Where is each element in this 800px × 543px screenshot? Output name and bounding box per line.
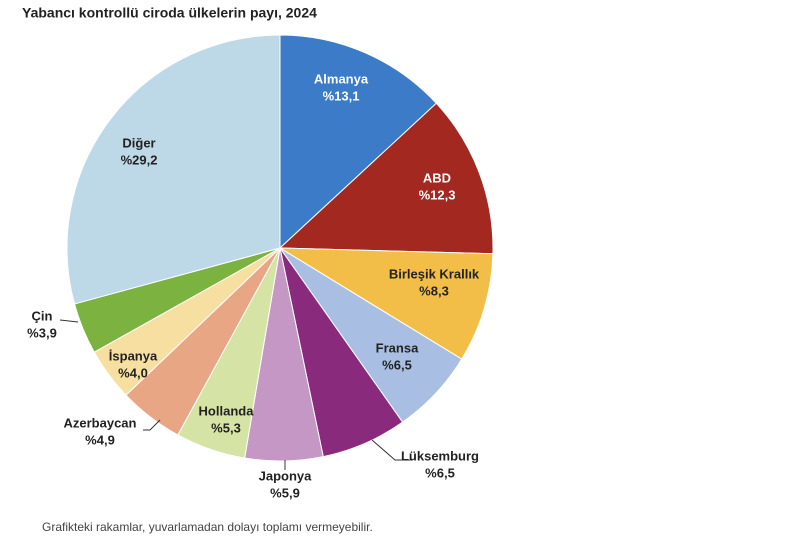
slice-label: ABD [423,170,451,185]
value-label: %5,9 [270,485,300,500]
leader-line [371,439,412,461]
slice-label: İspanya [109,348,158,363]
slice-label: Azerbaycan [64,415,137,430]
value-label: %4,9 [85,432,115,447]
pie-slice [279,34,438,250]
slice-label: Hollanda [199,403,255,418]
value-label: %12,3 [419,187,456,202]
value-label: %6,5 [382,357,412,372]
slice-label: Birleşik Krallık [389,266,480,281]
value-label: %5,3 [211,420,241,435]
slice-label: Diğer [122,135,155,150]
pie-slice [278,247,494,360]
leader-line [143,419,161,431]
value-label: %29,2 [121,152,158,167]
value-label: %3,9 [27,325,57,340]
leader-line [59,319,79,323]
slice-label: Japonya [259,468,313,483]
slice-label: Çin [32,308,53,323]
slice-label: Lüksemburg [401,448,479,463]
pie-slice [66,34,281,305]
value-label: %4,0 [118,365,148,380]
value-label: %6,5 [425,465,455,480]
value-label: %8,3 [419,283,449,298]
slice-label: Fransa [376,340,419,355]
footnote: Grafikteki rakamlar, yuvarlamadan dolayı… [42,520,373,534]
pie-slice [278,102,494,255]
slice-label: Almanya [314,71,369,86]
value-label: %13,1 [323,88,360,103]
chart-title: Yabancı kontrollü ciroda ülkelerin payı,… [22,5,317,21]
